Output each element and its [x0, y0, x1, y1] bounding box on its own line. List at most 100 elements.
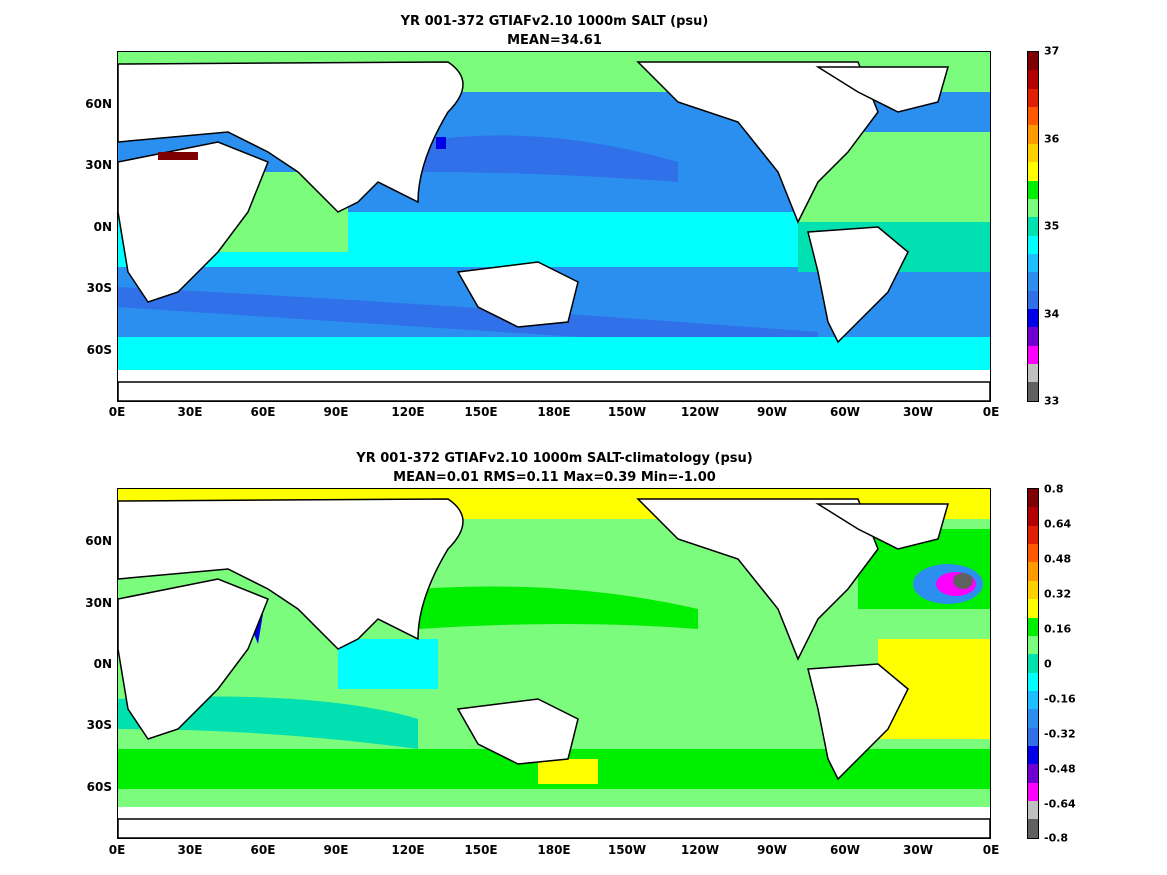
colorbar-swatch	[1028, 562, 1038, 581]
panel2-lon-label: 30E	[177, 843, 203, 857]
panel1-title-line1: YR 001-372 GTIAFv2.10 1000m SALT (psu)	[400, 14, 709, 29]
colorbar-swatch	[1028, 52, 1038, 71]
panel2-lon-label: 0E	[982, 843, 1000, 857]
panel1-colorbar-label: 33	[1044, 394, 1060, 408]
colorbar-swatch	[1028, 599, 1038, 618]
colorbar-swatch	[1028, 88, 1038, 108]
panel1-lon-label: 150E	[464, 405, 498, 419]
panel2-lon-label: 150W	[607, 843, 647, 857]
panel1-lon-label: 60E	[250, 405, 276, 419]
panel2-lat-label: 60N	[85, 534, 112, 548]
panel1-lon-label: 0E	[982, 405, 1000, 419]
colorbar-swatch	[1028, 382, 1038, 401]
colorbar-swatch	[1028, 489, 1038, 508]
colorbar-swatch	[1028, 253, 1038, 273]
colorbar-swatch	[1028, 327, 1038, 346]
panel1-lon-label: 90E	[323, 405, 349, 419]
panel2-lon-label: 120E	[391, 843, 425, 857]
panel2-colorbar-label: 0.32	[1044, 587, 1072, 601]
colorbar-swatch	[1028, 782, 1038, 802]
panel1-lon-label: 60W	[830, 405, 860, 419]
panel1-lon-label: 30W	[903, 405, 933, 419]
colorbar-swatch	[1028, 746, 1038, 765]
panel1-colorbar-label: 37	[1044, 44, 1060, 58]
panel2-colorbar-label: -0.64	[1044, 797, 1076, 811]
colorbar-swatch	[1028, 345, 1038, 365]
panel1-colorbar-label: 35	[1044, 219, 1060, 233]
panel1-lon-label: 150W	[607, 405, 647, 419]
colorbar-swatch	[1028, 801, 1038, 820]
colorbar-swatch	[1028, 364, 1038, 383]
panel1-lon-label: 0E	[108, 405, 126, 419]
panel2-lon-label: 90E	[323, 843, 349, 857]
colorbar-swatch	[1028, 617, 1038, 636]
panel1-lon-label: 30E	[177, 405, 203, 419]
panel1-lon-label: 180E	[537, 405, 571, 419]
colorbar-swatch	[1028, 709, 1038, 728]
panel1-title: YR 001-372 GTIAFv2.10 1000m SALT (psu) M…	[117, 12, 992, 50]
colorbar-swatch	[1028, 235, 1038, 254]
colorbar-swatch	[1028, 764, 1038, 783]
panel1-lat-label: 0N	[93, 220, 112, 234]
colorbar-swatch	[1028, 217, 1038, 236]
panel2-lon-label: 30W	[903, 843, 933, 857]
panel2-lon-label: 60W	[830, 843, 860, 857]
panel2-colorbar	[1027, 488, 1039, 839]
colorbar-swatch	[1028, 198, 1038, 218]
panel2-lat-label: 0N	[93, 657, 112, 671]
panel2-title: YR 001-372 GTIAFv2.10 1000m SALT-climato…	[117, 449, 992, 487]
colorbar-swatch	[1028, 290, 1038, 310]
panel2-colorbar-label: -0.8	[1044, 831, 1069, 845]
panel1-lon-label: 90W	[757, 405, 787, 419]
colorbar-swatch	[1028, 180, 1038, 199]
panel1-lat-label: 60N	[85, 97, 112, 111]
colorbar-swatch	[1028, 544, 1038, 563]
panel1-colorbar-label: 36	[1044, 132, 1060, 146]
panel2-lon-label: 180E	[537, 843, 571, 857]
panel1-colorbar	[1027, 51, 1039, 402]
colorbar-swatch	[1028, 580, 1038, 600]
panel1-lat-label: 30N	[85, 158, 112, 172]
panel2-title-line1: YR 001-372 GTIAFv2.10 1000m SALT-climato…	[356, 451, 753, 466]
colorbar-swatch	[1028, 125, 1038, 144]
panel2-landmasses	[118, 498, 990, 838]
panel2-lon-label: 0E	[108, 843, 126, 857]
panel2-map	[117, 488, 991, 839]
panel2-colorbar-label: 0	[1044, 657, 1052, 671]
colorbar-swatch	[1028, 309, 1038, 328]
colorbar-swatch	[1028, 819, 1038, 838]
panel1-title-line2: MEAN=34.61	[507, 33, 602, 48]
panel2-map-svg	[118, 489, 990, 838]
colorbar-swatch	[1028, 272, 1038, 291]
panel2-colorbar-label: -0.32	[1044, 727, 1076, 741]
colorbar-swatch	[1028, 70, 1038, 89]
panel1-lat-label: 30S	[86, 281, 112, 295]
panel2-lon-label: 150E	[464, 843, 498, 857]
colorbar-swatch	[1028, 525, 1038, 545]
panel1-lon-label: 120E	[391, 405, 425, 419]
colorbar-swatch	[1028, 635, 1038, 655]
colorbar-swatch	[1028, 107, 1038, 126]
panel2-colorbar-label: 0.48	[1044, 552, 1072, 566]
colorbar-swatch	[1028, 690, 1038, 710]
colorbar-swatch	[1028, 507, 1038, 526]
panel1-landmasses	[118, 61, 990, 401]
panel1-map-svg	[118, 52, 990, 401]
panel2-colorbar-label: -0.16	[1044, 692, 1076, 706]
panel1-map	[117, 51, 991, 402]
panel2-lon-label: 60E	[250, 843, 276, 857]
panel2-lat-label: 30S	[86, 718, 112, 732]
panel2-colorbar-label: -0.48	[1044, 762, 1076, 776]
panel1-lat-label: 60S	[86, 343, 112, 357]
colorbar-swatch	[1028, 672, 1038, 691]
colorbar-swatch	[1028, 654, 1038, 673]
panel2-lat-label: 60S	[86, 780, 112, 794]
panel2-lon-label: 90W	[757, 843, 787, 857]
colorbar-swatch	[1028, 727, 1038, 747]
panel2-colorbar-label: 0.8	[1044, 482, 1064, 496]
panel2-lon-label: 120W	[680, 843, 720, 857]
panel2-colorbar-label: 0.64	[1044, 517, 1072, 531]
colorbar-swatch	[1028, 143, 1038, 163]
panel2-title-line2: MEAN=0.01 RMS=0.11 Max=0.39 Min=-1.00	[393, 470, 716, 485]
panel1-colorbar-label: 34	[1044, 307, 1060, 321]
